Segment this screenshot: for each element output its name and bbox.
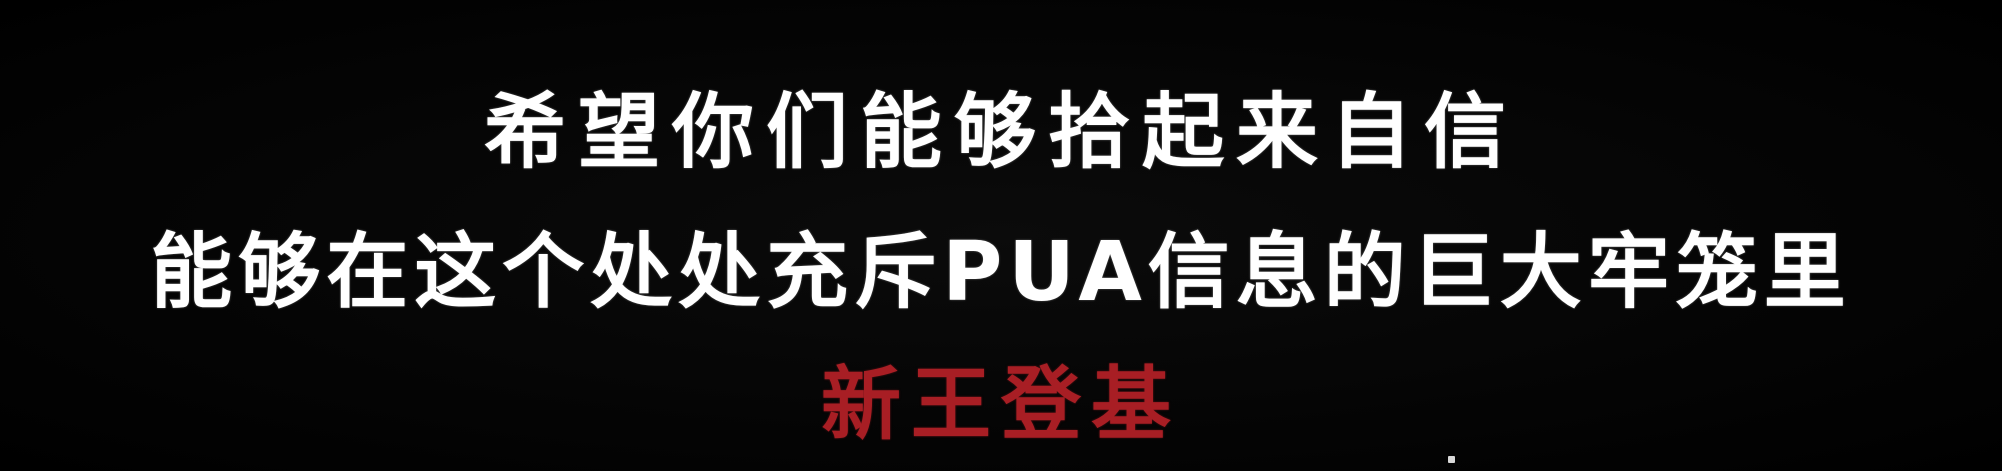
compression-artifact-dot (1448, 456, 1455, 463)
subtitle-line-1: 希望你们能够拾起来自信 (483, 85, 1518, 180)
subtitle-highlight-line: 新王登基 (821, 358, 1181, 451)
subtitle-line-2: 能够在这个处处充斥PUA信息的巨大牢笼里 (150, 225, 1852, 320)
